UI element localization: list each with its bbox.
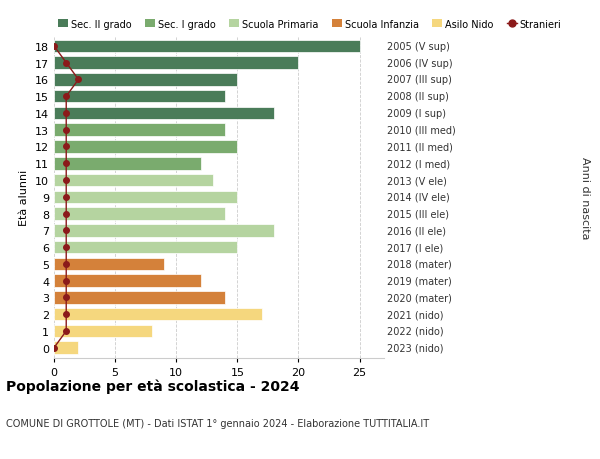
Text: Popolazione per età scolastica - 2024: Popolazione per età scolastica - 2024 <box>6 379 299 393</box>
Point <box>61 244 71 251</box>
Bar <box>54 91 225 103</box>
Bar <box>54 57 298 70</box>
Bar <box>54 224 274 237</box>
Bar <box>54 208 225 220</box>
Text: 2014 (IV ele): 2014 (IV ele) <box>387 192 450 202</box>
Text: 2011 (II med): 2011 (II med) <box>387 142 453 152</box>
Point <box>61 261 71 268</box>
Point <box>61 93 71 101</box>
Text: 2013 (V ele): 2013 (V ele) <box>387 176 447 185</box>
Point <box>61 294 71 302</box>
Point <box>49 43 59 50</box>
Point <box>74 77 83 84</box>
Point <box>61 311 71 318</box>
Text: Anni di nascita: Anni di nascita <box>580 156 590 239</box>
Point <box>61 227 71 235</box>
Bar <box>54 191 238 204</box>
Text: 2020 (mater): 2020 (mater) <box>387 293 452 303</box>
Bar <box>54 74 238 86</box>
Point <box>61 60 71 67</box>
Bar <box>54 241 238 254</box>
Text: 2022 (nido): 2022 (nido) <box>387 326 443 336</box>
Text: 2016 (II ele): 2016 (II ele) <box>387 226 446 236</box>
Text: COMUNE DI GROTTOLE (MT) - Dati ISTAT 1° gennaio 2024 - Elaborazione TUTTITALIA.I: COMUNE DI GROTTOLE (MT) - Dati ISTAT 1° … <box>6 418 429 428</box>
Bar <box>54 325 152 337</box>
Bar <box>54 341 79 354</box>
Bar <box>54 157 200 170</box>
Legend: Sec. II grado, Sec. I grado, Scuola Primaria, Scuola Infanzia, Asilo Nido, Stran: Sec. II grado, Sec. I grado, Scuola Prim… <box>54 16 566 34</box>
Text: 2023 (nido): 2023 (nido) <box>387 343 443 353</box>
Text: 2005 (V sup): 2005 (V sup) <box>387 42 450 52</box>
Bar <box>54 275 200 287</box>
Bar <box>54 141 238 153</box>
Point <box>61 194 71 201</box>
Text: 2017 (I ele): 2017 (I ele) <box>387 243 443 252</box>
Point <box>61 177 71 185</box>
Bar <box>54 174 213 187</box>
Bar <box>54 291 225 304</box>
Point <box>49 344 59 352</box>
Text: 2007 (III sup): 2007 (III sup) <box>387 75 452 85</box>
Point <box>61 328 71 335</box>
Point <box>61 110 71 118</box>
Text: 2012 (I med): 2012 (I med) <box>387 159 450 169</box>
Text: 2019 (mater): 2019 (mater) <box>387 276 452 286</box>
Point <box>61 210 71 218</box>
Point <box>61 277 71 285</box>
Text: 2009 (I sup): 2009 (I sup) <box>387 109 446 119</box>
Bar <box>54 124 225 137</box>
Bar <box>54 107 274 120</box>
Bar <box>54 258 164 271</box>
Text: 2015 (III ele): 2015 (III ele) <box>387 209 449 219</box>
Text: 2006 (IV sup): 2006 (IV sup) <box>387 58 452 68</box>
Text: 2018 (mater): 2018 (mater) <box>387 259 452 269</box>
Text: 2021 (nido): 2021 (nido) <box>387 309 443 319</box>
Y-axis label: Età alunni: Età alunni <box>19 169 29 225</box>
Text: 2010 (III med): 2010 (III med) <box>387 125 456 135</box>
Bar <box>54 308 262 321</box>
Point <box>61 144 71 151</box>
Bar <box>54 40 359 53</box>
Point <box>61 160 71 168</box>
Point <box>61 127 71 134</box>
Text: 2008 (II sup): 2008 (II sup) <box>387 92 449 102</box>
